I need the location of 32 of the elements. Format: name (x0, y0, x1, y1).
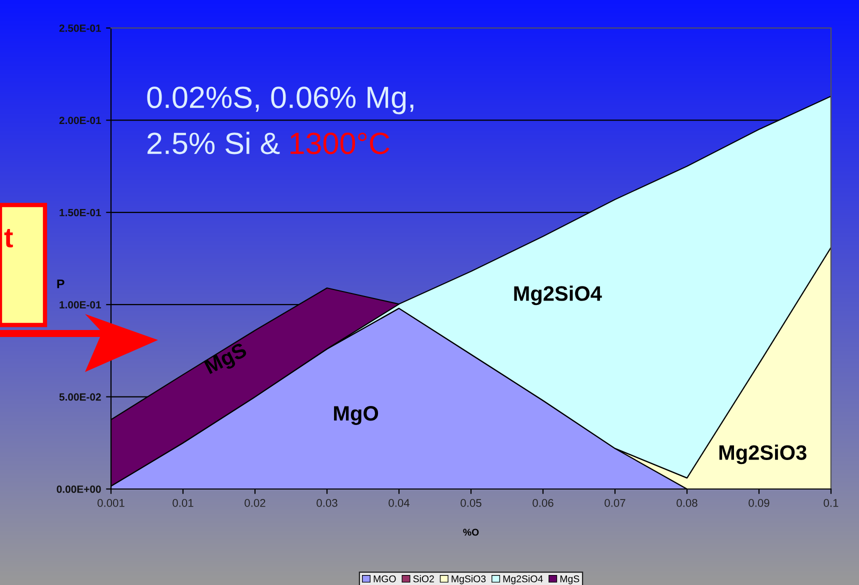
x-tick-label: 0.001 (98, 499, 124, 507)
text: t (4, 229, 13, 248)
y-tick-label: 0.00E+00 (56, 486, 101, 493)
y-axis-title: P (57, 280, 64, 288)
y-tick-label: 2.00E-01 (59, 116, 101, 124)
annotation: 0.02%S, 0.06% Mg, (147, 86, 414, 114)
annotation: Mg2SiO3 (719, 444, 806, 464)
x-tick-label: 0.04 (388, 499, 410, 507)
legend-label: MgS (560, 575, 580, 584)
x-tick-label: 0.03 (316, 499, 338, 507)
x-tick-label: 0.02 (244, 499, 266, 507)
annotation: Mg2SiO4 (514, 286, 602, 306)
x-tick-label: 0.07 (604, 499, 626, 507)
x-tick-label: 0.05 (460, 499, 482, 507)
legend-label: MGO (374, 575, 396, 582)
legend-label: Mg2SiO4 (503, 575, 543, 584)
annotation: MgO (334, 406, 378, 425)
annotation: 1300°C (290, 132, 390, 154)
x-axis-title: %O (463, 528, 479, 536)
legend-label: SiO2 (413, 575, 434, 582)
x-tick-label: 0.08 (676, 499, 698, 507)
y-tick-label: 1.50E-01 (60, 208, 101, 216)
annotation: 2.5% Si & (148, 132, 280, 154)
y-tick-label: 2.50E-01 (59, 24, 101, 32)
x-tick-label: 0.1 (824, 499, 838, 507)
y-tick-label: 5.00E-02 (59, 393, 101, 401)
y-tick-label: 1.00E-01 (60, 301, 101, 308)
annotation: MgS (204, 342, 250, 378)
x-tick-label: 0.06 (532, 499, 554, 507)
x-tick-label: 0.01 (172, 499, 194, 507)
x-tick-label: 0.09 (748, 499, 770, 507)
legend-label: MgSiO3 (452, 575, 486, 584)
